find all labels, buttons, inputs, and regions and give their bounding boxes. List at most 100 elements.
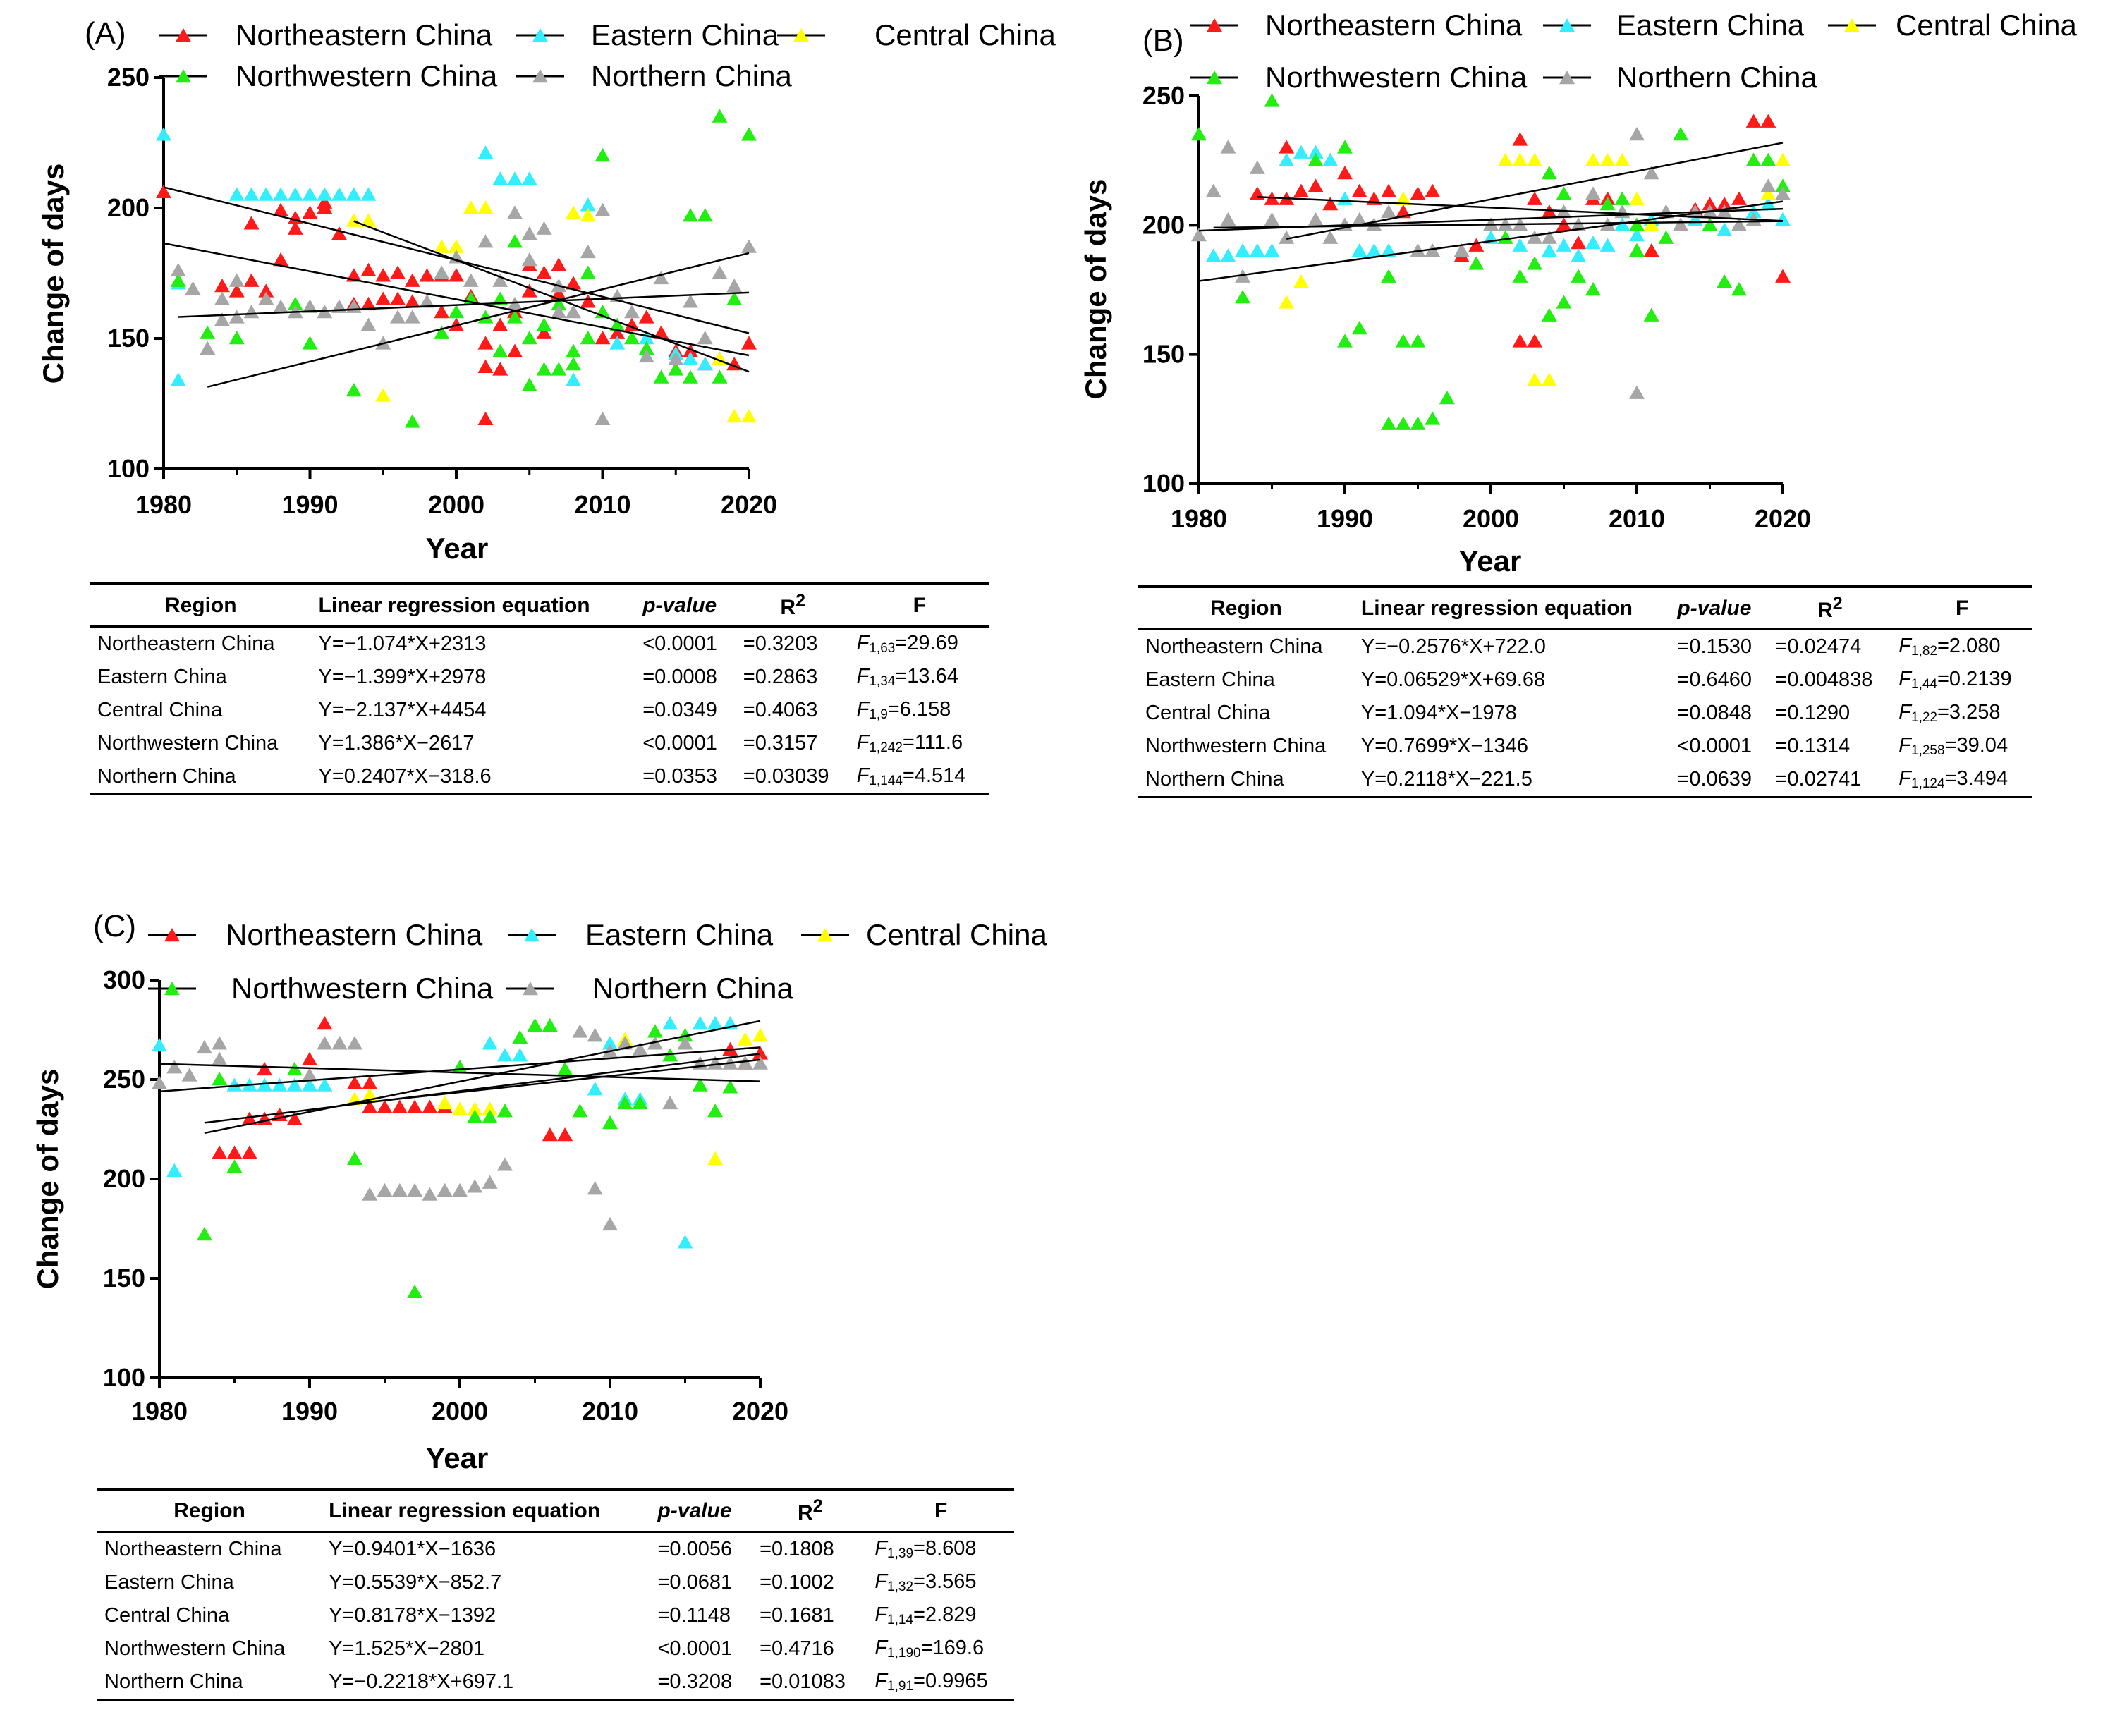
series-eastern-china xyxy=(152,1016,738,1249)
data-point xyxy=(638,341,654,355)
data-point xyxy=(741,127,757,141)
trendline-northeastern-china xyxy=(163,242,750,357)
cell-f-letter: F xyxy=(1898,734,1912,757)
data-point xyxy=(477,200,494,214)
data-point xyxy=(1745,152,1762,166)
cell-r2: =0.2863 xyxy=(743,666,818,688)
header-r2: R2 xyxy=(752,1488,868,1533)
data-point xyxy=(1745,114,1762,128)
data-point xyxy=(609,317,626,331)
y-axis-label: Change of days xyxy=(1079,179,1112,400)
data-point xyxy=(404,310,420,324)
cell-r2: =0.01083 xyxy=(752,1665,868,1701)
cell-f-letter: F xyxy=(856,665,870,687)
data-point xyxy=(1658,230,1674,244)
cell-region: Central China xyxy=(104,1604,230,1627)
data-point xyxy=(1745,204,1762,219)
data-point xyxy=(609,325,626,339)
legend-item-eastern-china: Eastern China xyxy=(1543,8,1805,42)
data-point xyxy=(492,343,508,357)
data-point xyxy=(647,1024,663,1038)
data-point xyxy=(707,1104,724,1118)
data-point xyxy=(302,205,318,219)
header-p-text: p-value xyxy=(657,1498,732,1522)
data-point xyxy=(1731,191,1747,205)
y-axis-label: Change of days xyxy=(37,164,70,384)
trendline-northern-china xyxy=(178,291,750,318)
data-point xyxy=(1410,416,1426,430)
data-point xyxy=(712,265,728,279)
data-point xyxy=(1381,243,1397,257)
cell-region: Northern China xyxy=(1138,763,1354,798)
data-point xyxy=(1731,217,1747,231)
data-point xyxy=(449,268,464,282)
data-point xyxy=(170,372,186,386)
header-p-value: p-value xyxy=(1670,585,1769,630)
y-tick-label: 250 xyxy=(103,1065,145,1094)
data-point xyxy=(407,1099,423,1113)
data-point xyxy=(707,1151,724,1166)
header-equation: Linear regression equation xyxy=(311,582,636,628)
legend-label: Northwestern China xyxy=(231,972,494,1005)
trendline-northeastern-china xyxy=(204,1053,761,1124)
y-tick-label: 100 xyxy=(1142,469,1185,498)
table-body-b: Northeastern China Y=−0.2576*X+722.0 =0.15… xyxy=(1138,630,2032,798)
cell-f: F1,14=2.829 xyxy=(867,1599,1014,1632)
legend-item-northern-china: Northern China xyxy=(506,972,793,1005)
data-point xyxy=(1643,307,1659,322)
data-point xyxy=(1629,217,1645,231)
data-point xyxy=(1279,230,1295,244)
data-point xyxy=(653,270,669,285)
data-point xyxy=(697,208,713,222)
data-point xyxy=(404,273,420,287)
data-point xyxy=(390,310,406,324)
cell-f-df: 1,22 xyxy=(1911,710,1937,725)
data-point xyxy=(287,221,303,235)
data-point xyxy=(1775,212,1791,226)
legend-marker xyxy=(1559,18,1575,32)
cell-equation: Y=1.525*X−2801 xyxy=(329,1637,485,1660)
data-point xyxy=(492,317,508,331)
data-point xyxy=(463,273,479,287)
cell-f-df: 1,39 xyxy=(887,1546,914,1561)
data-point xyxy=(273,187,288,201)
data-point xyxy=(521,226,537,240)
data-point xyxy=(1337,191,1353,205)
data-point xyxy=(557,1127,573,1142)
data-point xyxy=(662,1095,678,1110)
data-point xyxy=(507,171,523,185)
data-point xyxy=(1439,391,1455,405)
data-point xyxy=(662,1016,678,1030)
data-point xyxy=(1702,197,1718,211)
header-r2: R2 xyxy=(736,582,850,628)
header-r2: R2 xyxy=(1768,585,1892,630)
cell-f-value: =4.514 xyxy=(902,764,966,787)
y-tick-label: 150 xyxy=(1142,340,1185,369)
data-point xyxy=(467,1101,483,1115)
legend-marker xyxy=(523,982,538,996)
data-point xyxy=(536,325,552,339)
trendline-central-china xyxy=(1286,142,1784,240)
cell-p-value: =0.0349 xyxy=(642,699,717,721)
data-point xyxy=(1497,230,1513,244)
header-region: Region xyxy=(1138,585,1354,630)
header-p-text: p-value xyxy=(642,593,717,617)
data-point xyxy=(536,265,552,279)
data-point xyxy=(1556,238,1572,252)
header-p-text: p-value xyxy=(1677,596,1752,620)
panel-a-chart: 1980 1990 2000 2010 2020 100 150 200 250 Year Chan… xyxy=(37,16,1056,565)
cell-f-letter: F xyxy=(856,698,870,721)
data-point xyxy=(580,331,596,345)
data-point xyxy=(1585,282,1601,296)
series-northeastern-china xyxy=(156,184,757,425)
cell-f-value: =29.69 xyxy=(895,632,958,654)
header-r2-sup: 2 xyxy=(812,1496,823,1516)
table-row: Central China Y=1.094*X−1978 =0.0848 =0.129… xyxy=(1138,697,2032,730)
trendline-northern-china xyxy=(1198,207,1784,232)
data-point xyxy=(407,1182,423,1197)
data-point xyxy=(482,1109,498,1123)
data-point xyxy=(434,265,450,279)
data-point xyxy=(214,312,230,326)
data-point xyxy=(752,1056,768,1070)
data-point xyxy=(602,1115,618,1130)
